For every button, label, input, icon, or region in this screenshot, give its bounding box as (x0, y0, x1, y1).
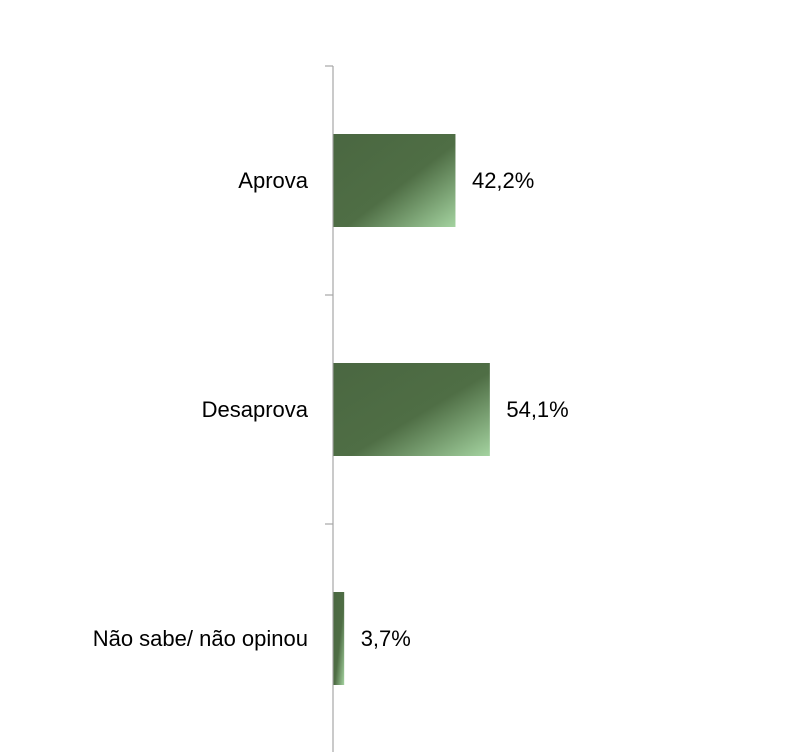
data-label: 42,2% (472, 168, 534, 193)
category-label: Não sabe/ não opinou (93, 626, 308, 651)
data-label: 3,7% (361, 626, 411, 651)
labels: Aprova 42,2% Desaprova 54,1% Não sabe/ não o… (93, 168, 569, 651)
category-label: Desaprova (202, 397, 309, 422)
bars (333, 134, 490, 685)
data-label: 54,1% (506, 397, 568, 422)
bar-3 (333, 592, 345, 685)
bar-2 (333, 363, 490, 456)
category-axis (325, 65, 334, 752)
bar-1 (333, 134, 456, 227)
category-label: Aprova (238, 168, 308, 193)
